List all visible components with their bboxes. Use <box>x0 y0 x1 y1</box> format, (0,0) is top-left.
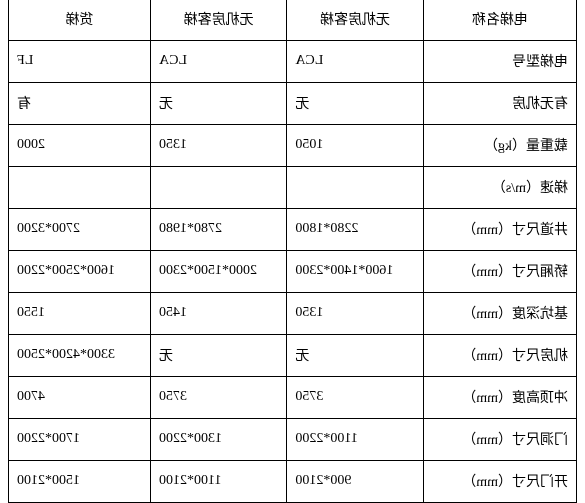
row-label: 轿厢尺寸（mm） <box>423 250 576 292</box>
table-row: 轿厢尺寸（mm） 1600*1400*2300 2000*1500*2300 1… <box>9 250 577 292</box>
row-value <box>151 166 287 208</box>
table-row: 电梯型号 LCA LCA LF <box>9 40 577 82</box>
row-value: 3750 <box>287 376 423 418</box>
row-label: 载重量（kg） <box>423 124 576 166</box>
header-cell: 无机房客梯 <box>151 0 287 40</box>
table-row: 门洞尺寸（mm） 1100*2200 1300*2200 1700*2200 <box>9 418 577 460</box>
row-value: 无 <box>287 334 423 376</box>
table-row: 冲顶高度（mm） 3750 3750 4700 <box>9 376 577 418</box>
table-row: 机房尺寸（mm） 无 无 3300*4200*2500 <box>9 334 577 376</box>
row-value: 1450 <box>151 292 287 334</box>
row-value: 2780*1980 <box>151 208 287 250</box>
table-row: 梯速（m/s） <box>9 166 577 208</box>
table-row: 井道尺寸（mm） 2280*1800 2780*1980 2700*3200 <box>9 208 577 250</box>
elevator-spec-table: 电梯名称 无机房客梯 无机房客梯 货梯 电梯型号 LCA LCA LF 有无机房… <box>8 0 577 503</box>
table-row: 有无机房 无 无 有 <box>9 82 577 124</box>
table-row: 载重量（kg） 1050 1350 2000 <box>9 124 577 166</box>
row-value: 3300*4200*2500 <box>9 334 151 376</box>
row-value: 3750 <box>151 376 287 418</box>
table-row: 基坑深度（mm） 1350 1450 1550 <box>9 292 577 334</box>
row-label: 梯速（m/s） <box>423 166 576 208</box>
table-header-row: 电梯名称 无机房客梯 无机房客梯 货梯 <box>9 0 577 40</box>
row-value: 无 <box>151 334 287 376</box>
row-value: 1100*2100 <box>151 460 287 502</box>
row-value: 4700 <box>9 376 151 418</box>
row-value: 900*2100 <box>287 460 423 502</box>
row-label: 机房尺寸（mm） <box>423 334 576 376</box>
row-label: 开门尺寸（mm） <box>423 460 576 502</box>
row-label: 基坑深度（mm） <box>423 292 576 334</box>
row-value: 2280*1800 <box>287 208 423 250</box>
row-value: 1350 <box>287 292 423 334</box>
row-value: 2000 <box>9 124 151 166</box>
row-label: 有无机房 <box>423 82 576 124</box>
row-value: LCA <box>287 40 423 82</box>
header-cell: 货梯 <box>9 0 151 40</box>
row-value: 1600*2500*2200 <box>9 250 151 292</box>
header-cell: 电梯名称 <box>423 0 576 40</box>
row-value: 1300*2200 <box>151 418 287 460</box>
row-value: 2700*3200 <box>9 208 151 250</box>
table-body: 电梯型号 LCA LCA LF 有无机房 无 无 有 载重量（kg） 1050 … <box>9 40 577 502</box>
row-value: 1500*2100 <box>9 460 151 502</box>
row-value: 1350 <box>151 124 287 166</box>
row-label: 井道尺寸（mm） <box>423 208 576 250</box>
row-value: 2000*1500*2300 <box>151 250 287 292</box>
row-value <box>9 166 151 208</box>
row-value: 1600*1400*2300 <box>287 250 423 292</box>
row-label: 冲顶高度（mm） <box>423 376 576 418</box>
header-cell: 无机房客梯 <box>287 0 423 40</box>
row-value: 有 <box>9 82 151 124</box>
row-value: 1050 <box>287 124 423 166</box>
row-label: 电梯型号 <box>423 40 576 82</box>
row-value: LF <box>9 40 151 82</box>
row-value: 1700*2200 <box>9 418 151 460</box>
row-value <box>287 166 423 208</box>
row-value: 无 <box>151 82 287 124</box>
row-value: 1550 <box>9 292 151 334</box>
row-value: 无 <box>287 82 423 124</box>
row-value: 1100*2200 <box>287 418 423 460</box>
row-label: 门洞尺寸（mm） <box>423 418 576 460</box>
table-row: 开门尺寸（mm） 900*2100 1100*2100 1500*2100 <box>9 460 577 502</box>
row-value: LCA <box>151 40 287 82</box>
